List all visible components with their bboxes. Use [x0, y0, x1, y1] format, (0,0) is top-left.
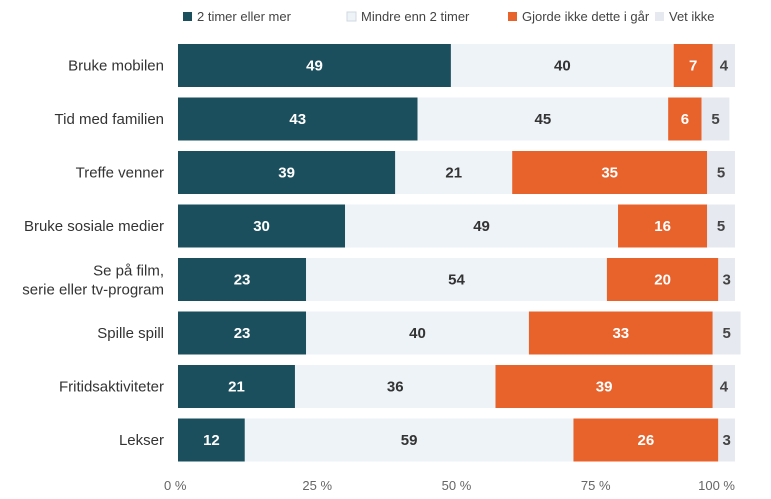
bar-6-series-4 — [712, 311, 741, 355]
x-tick-label-2: 25 % — [302, 478, 332, 493]
x-tick-label-1: 0 % — [164, 478, 187, 493]
bar-4-series-2 — [345, 204, 619, 248]
bar-5-series-2 — [306, 258, 607, 301]
bar-5-series-3 — [606, 258, 719, 301]
category-label-2: Tid med familien — [55, 111, 164, 128]
x-tick-label-5: 100 % — [698, 478, 735, 493]
bar-4-series-4 — [707, 204, 735, 248]
value-label-2-4: 5 — [711, 111, 719, 128]
category-label-8: Lekser — [119, 432, 164, 449]
value-label-5-3: 20 — [654, 272, 671, 289]
value-label-6-3: 33 — [612, 325, 629, 342]
legend-label-3: Gjorde ikke dette i går — [522, 9, 650, 24]
bar-5-series-1 — [178, 258, 307, 301]
value-label-8-4: 3 — [722, 432, 730, 449]
bar-7-series-4 — [712, 365, 735, 408]
bar-6-series-1 — [178, 311, 307, 355]
value-label-3-1: 39 — [278, 165, 295, 182]
value-label-2-2: 45 — [534, 111, 551, 128]
category-label-7: Fritidsaktiviteter — [59, 379, 164, 396]
category-labels: Bruke mobilen Tid med familien Treffe venn… — [22, 58, 164, 450]
bar-3-series-2 — [395, 151, 513, 194]
value-label-3-4: 5 — [717, 165, 725, 182]
value-label-5-1: 23 — [234, 272, 251, 289]
bar-6-series-3 — [528, 311, 713, 355]
category-label-1: Bruke mobilen — [68, 58, 164, 75]
category-label-3: Treffe venner — [76, 165, 164, 182]
value-label-1-4: 4 — [720, 58, 729, 75]
value-label-1-3: 7 — [689, 58, 697, 75]
bar-3-series-3 — [512, 151, 708, 194]
value-label-6-2: 40 — [409, 325, 426, 342]
bar-4-series-1 — [178, 204, 346, 248]
value-label-5-4: 3 — [722, 272, 730, 289]
legend-swatch-4 — [655, 12, 664, 21]
bar-8-series-4 — [718, 418, 735, 462]
bar-2-series-4 — [701, 97, 730, 141]
x-tick-label-3: 50 % — [442, 478, 472, 493]
value-label-7-1: 21 — [228, 379, 245, 396]
bar-3-series-1 — [178, 151, 396, 194]
value-label-3-2: 21 — [445, 165, 462, 182]
value-label-1-2: 40 — [554, 58, 571, 75]
value-label-6-1: 23 — [234, 325, 251, 342]
category-label-6: Spille spill — [97, 325, 164, 342]
x-axis: 0 % 25 % 50 % 75 % 100 % — [164, 478, 735, 493]
category-label-4: Bruke sosiale medier — [24, 218, 164, 235]
x-tick-label-4: 75 % — [581, 478, 611, 493]
bar-2-series-3 — [668, 97, 702, 141]
legend-swatch-3 — [508, 12, 517, 21]
bar-6-series-2 — [306, 311, 529, 355]
bar-8-series-2 — [244, 418, 574, 462]
value-label-7-4: 4 — [720, 379, 729, 396]
bar-7-series-1 — [178, 365, 295, 408]
bar-4-series-3 — [618, 204, 708, 248]
value-label-2-3: 6 — [681, 111, 689, 128]
value-label-4-4: 5 — [717, 218, 725, 235]
bars: 49 40 7 443 45 6 539 21 35 530 49 16 523 54 20 323 40 33 5… — [178, 44, 741, 462]
bar-2-series-1 — [178, 97, 418, 141]
category-label-5: Se på film, serie eller tv-program — [22, 263, 164, 299]
bar-1-series-4 — [712, 44, 735, 87]
value-label-4-3: 16 — [654, 218, 671, 235]
value-label-7-3: 39 — [596, 379, 613, 396]
value-label-3-3: 35 — [601, 165, 618, 182]
bar-1-series-2 — [450, 44, 674, 87]
legend: 2 timer eller mer Mindre enn 2 timer Gjord… — [183, 9, 715, 24]
value-label-4-1: 30 — [253, 218, 270, 235]
value-label-6-4: 5 — [722, 325, 730, 342]
value-label-8-1: 12 — [203, 432, 220, 449]
bar-5-series-4 — [718, 258, 735, 301]
value-label-4-2: 49 — [473, 218, 490, 235]
bar-7-series-3 — [495, 365, 713, 408]
legend-label-4: Vet ikke — [669, 9, 715, 24]
bar-8-series-1 — [178, 418, 245, 462]
bar-1-series-1 — [178, 44, 451, 87]
value-label-1-1: 49 — [306, 58, 323, 75]
legend-swatch-1 — [183, 12, 192, 21]
bar-2-series-2 — [417, 97, 669, 141]
legend-label-1: 2 timer eller mer — [197, 9, 292, 24]
legend-swatch-2 — [346, 11, 357, 22]
value-label-7-2: 36 — [387, 379, 404, 396]
value-label-8-2: 59 — [401, 432, 418, 449]
value-label-5-2: 54 — [448, 272, 465, 289]
value-label-2-1: 43 — [289, 111, 306, 128]
value-label-8-3: 26 — [638, 432, 655, 449]
bar-8-series-3 — [573, 418, 719, 462]
bar-1-series-3 — [673, 44, 713, 87]
legend-label-2: Mindre enn 2 timer — [361, 9, 470, 24]
bar-3-series-4 — [707, 151, 735, 194]
bar-7-series-2 — [294, 365, 496, 408]
